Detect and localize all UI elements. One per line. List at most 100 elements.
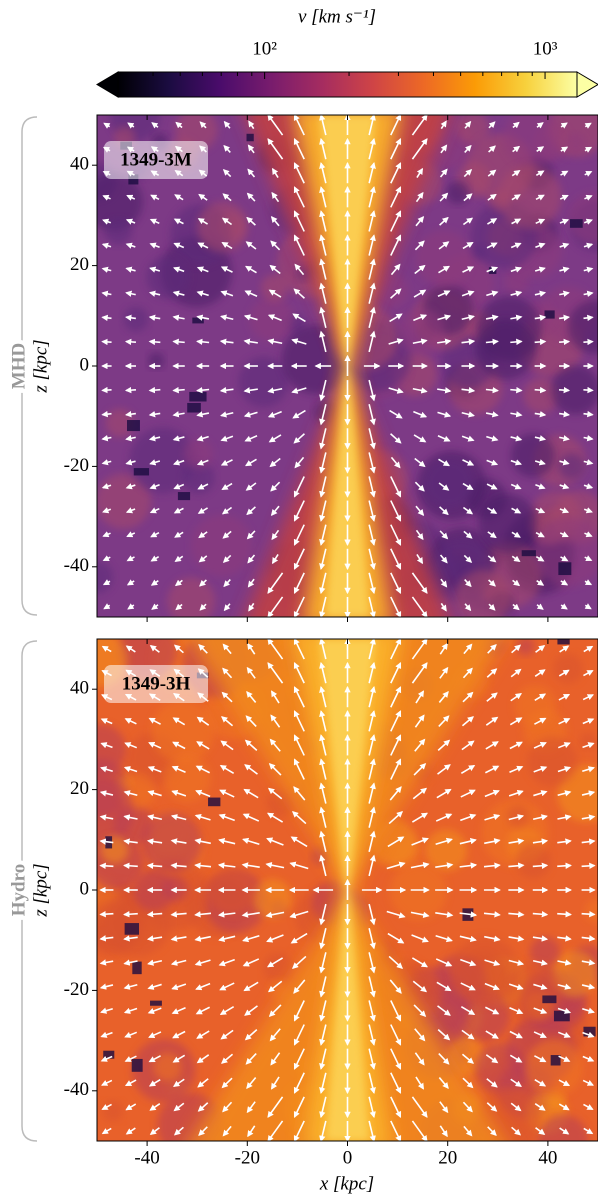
velocity-map [97,115,598,617]
velocity-arrow [416,554,424,565]
velocity-arrow [197,483,209,490]
velocity-arrow [221,506,233,515]
velocity-arrow [581,959,596,966]
velocity-arrow [388,811,404,825]
velocity-arrow [245,265,257,274]
velocity-arrow [150,555,160,562]
velocity-arrow [414,714,425,728]
velocity-arrow [415,216,425,227]
velocity-arrow [293,548,305,570]
velocity-arrow [293,786,306,801]
velocity-arrow [101,645,112,653]
velocity-arrow [510,338,523,346]
velocity-arrow [560,603,568,610]
velocity-arrow [244,1005,258,1016]
velocity-arrow [559,459,570,466]
velocity-arrow [536,122,544,129]
velocity-arrow [461,314,475,321]
velocity-arrow [319,404,327,426]
velocity-arrow [220,290,234,297]
velocity-arrow [368,572,376,595]
velocity-arrow [222,643,232,655]
velocity-arrow [487,218,498,225]
velocity-arrow [461,740,475,751]
velocity-arrow [172,314,185,321]
velocity-arrow [534,1055,547,1063]
cold-clump [150,1000,162,1006]
velocity-arrow [581,983,596,990]
velocity-arrow [217,862,236,869]
velocity-arrow [319,928,327,950]
velocity-arrow [414,738,426,752]
velocity-arrow [127,603,135,610]
velocity-arrow [293,710,305,732]
velocity-arrow [509,1007,524,1015]
velocity-arrow [437,434,451,442]
velocity-arrow [486,692,498,702]
velocity-arrow [483,862,501,869]
velocity-arrow [271,167,279,178]
velocity-arrow [147,790,162,797]
velocity-arrow [484,959,501,967]
velocity-arrow [101,386,112,394]
velocity-arrow [174,531,184,538]
velocity-arrow [217,911,236,918]
velocity-arrow [487,507,498,514]
velocity-arrow [512,579,521,587]
velocity-arrow [124,1055,137,1062]
velocity-arrow [460,789,476,798]
panel: -40 -20 0 20 40 z [kpc]MHD 1349-3M [4,114,598,622]
map-patch [397,308,445,355]
velocity-arrow [101,266,112,273]
velocity-arrow [291,387,307,394]
velocity-arrow [508,935,525,942]
velocity-arrow [368,452,376,474]
velocity-arrow [222,169,232,178]
velocity-arrow [243,338,258,345]
velocity-arrow [102,194,111,201]
velocity-arrow [146,862,163,869]
velocity-arrow [368,115,376,136]
velocity-arrow [247,1125,256,1138]
velocity-arrow [534,669,546,677]
velocity-arrow [268,289,282,298]
velocity-arrow [125,507,136,514]
map-patch [97,561,114,594]
velocity-arrow [292,409,306,419]
velocity-arrow [510,459,522,466]
velocity-arrow [266,812,284,823]
velocity-arrow [511,644,522,654]
y-tick-label: 20 [70,254,89,275]
velocity-arrow [583,290,594,297]
velocity-arrow [243,387,258,394]
velocity-arrow [319,854,327,877]
velocity-arrow [319,639,327,660]
velocity-arrow [560,579,569,586]
velocity-arrow [413,314,428,322]
velocity-arrow [102,531,111,538]
map-patch [510,433,555,478]
velocity-arrow [534,266,546,273]
velocity-arrow [532,935,549,942]
velocity-arrow [368,1024,376,1046]
velocity-arrow [509,765,524,773]
velocity-arrow [194,813,211,821]
velocity-arrow [174,579,183,587]
velocity-arrow [485,716,499,726]
velocity-arrow [171,765,186,773]
cold-clump [124,923,140,935]
velocity-arrow [319,903,327,926]
velocity-arrow [536,146,545,153]
map-patch [551,365,598,415]
velocity-arrow [172,1054,186,1063]
velocity-arrow [123,935,138,942]
velocity-arrow [173,218,184,225]
velocity-arrow [100,742,113,749]
map-patch [415,230,472,287]
velocity-arrow [244,434,258,442]
velocity-arrow [267,787,283,800]
velocity-arrow [487,169,497,177]
velocity-arrow [146,838,163,845]
velocity-arrow [199,603,207,611]
velocity-arrow [319,661,327,684]
